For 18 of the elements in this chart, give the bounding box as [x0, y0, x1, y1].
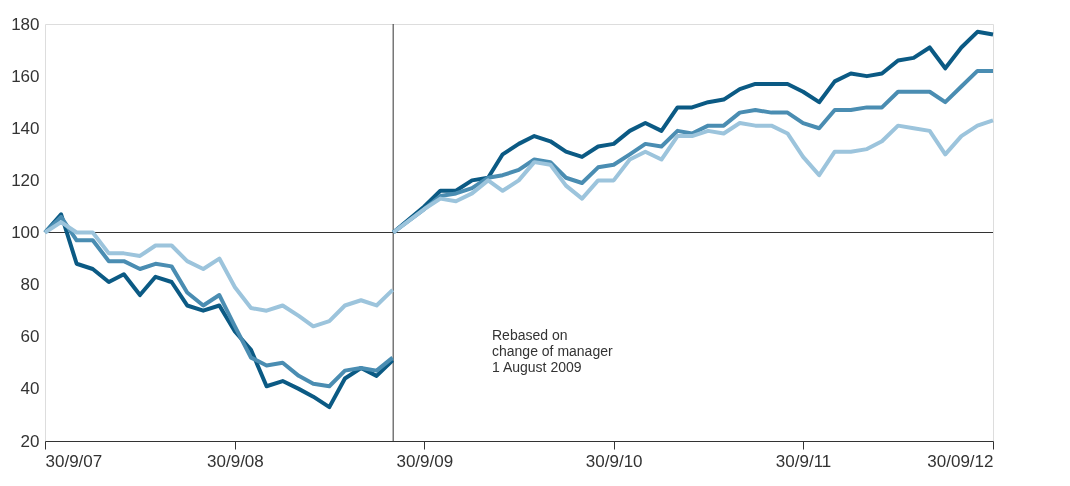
y-tick-label: 40 [20, 379, 40, 399]
x-tick-label: 30/09/12 [927, 451, 994, 471]
y-tick-label: 180 [11, 14, 40, 34]
x-tick-label: 30/9/11 [775, 451, 832, 471]
annotation: Rebased on change of manager 1 August 2009 [492, 327, 613, 375]
y-tick-label: 120 [11, 170, 40, 190]
y-tick-label: 100 [11, 223, 40, 242]
line-series [391, 118, 995, 235]
y-tick-label: 140 [11, 118, 40, 138]
x-tick-label: 30/9/08 [207, 451, 264, 471]
y-tick-label: 160 [11, 66, 40, 86]
y-tick-label: 20 [20, 431, 40, 451]
y-tick-label: 80 [20, 275, 40, 295]
x-tick-label: 30/9/09 [396, 451, 454, 471]
y-tick-label: 60 [20, 327, 40, 347]
line-series [43, 220, 395, 329]
x-tick-label: 30/9/10 [585, 451, 643, 471]
x-tick-label: 30/9/07 [45, 451, 103, 471]
